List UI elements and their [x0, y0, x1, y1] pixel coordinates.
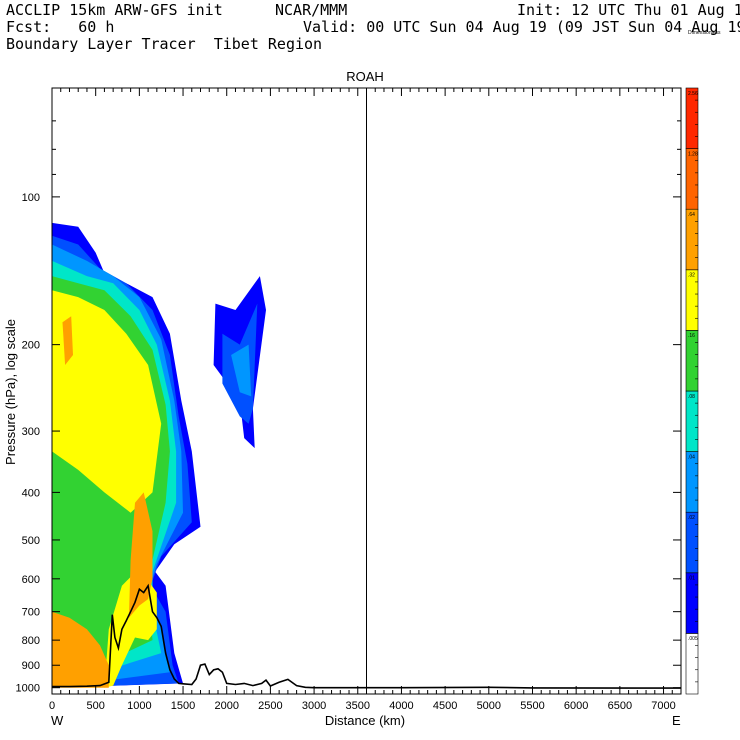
y-tick-label-300: 300 [22, 426, 40, 438]
colorbar-swatch-9 [685, 87, 699, 149]
colorbar-swatch-1 [685, 572, 699, 634]
y-tick-label-900: 900 [22, 660, 40, 672]
x-tick-label-4500: 4500 [433, 700, 457, 712]
colorbar-label-9: 2.56 [688, 91, 698, 97]
tracer-region-11 [128, 492, 153, 618]
x-axis-label: Distance (km) [325, 713, 405, 728]
colorbar-swatch-3 [685, 451, 699, 513]
colorbar-label-7: .64 [688, 212, 695, 218]
colorbar-label-0: .005 [688, 636, 698, 642]
tracer-region-12 [62, 316, 73, 365]
tracer-region-8 [52, 290, 162, 688]
x-tick-label-0: 0 [49, 700, 55, 712]
x-tick-label-1000: 1000 [127, 700, 151, 712]
colorbar-swatch-6 [685, 269, 699, 331]
tracer-region-10 [52, 611, 109, 688]
colorbar: .005 .01 .02 .04 .08 .16 .32 .64 1.28 2.56 Dimensi… [685, 30, 721, 695]
x-axis: 0 500 1000 1500 2000 2500 3000 3500 4000 4500 5000… [49, 88, 676, 712]
y-tick-label-200: 200 [22, 340, 40, 352]
y-axis: 100 200 300 400 500 600 700 800 900 1000 [16, 87, 681, 695]
colorbar-swatch-2 [685, 511, 699, 574]
x-tick-label-2000: 2000 [214, 700, 238, 712]
x-tick-label-6500: 6500 [608, 700, 632, 712]
colorbar-label-6: .32 [688, 273, 695, 279]
header-fcst: Fcst: 60 h [6, 18, 115, 36]
header-init: Init: 12 UTC Thu 01 Aug 19 [517, 1, 740, 19]
colorbar-label-8: 1.28 [688, 151, 698, 157]
colorbar-swatch-0 [685, 633, 699, 695]
y-axis-label: Pressure (hPa), log scale [3, 319, 18, 465]
x-tick-label-7000: 7000 [651, 700, 675, 712]
x-tick-label-2500: 2500 [258, 700, 282, 712]
header-field: Boundary Layer Tracer Tibet Region [6, 35, 323, 53]
chart-title: ROAH [346, 69, 384, 84]
x-tick-label-3500: 3500 [346, 700, 370, 712]
y-tick-label-1000: 1000 [16, 683, 40, 695]
tracer-regions [52, 222, 266, 688]
x-tick-label-4000: 4000 [389, 700, 413, 712]
x-tick-label-1500: 1500 [171, 700, 195, 712]
colorbar-swatch-8 [685, 148, 699, 210]
colorbar-swatch-7 [685, 208, 699, 271]
tracer-region-5 [231, 344, 252, 397]
colorbar-label-3: .04 [688, 454, 695, 460]
y-tick-label-100: 100 [22, 192, 40, 204]
x-tick-label-5000: 5000 [477, 700, 501, 712]
colorbar-label-1: .01 [688, 576, 695, 582]
colorbar-label-4: .08 [688, 394, 695, 400]
terrain-line [52, 583, 682, 689]
x-tick-label-6000: 6000 [564, 700, 588, 712]
colorbar-swatch-4 [685, 390, 699, 452]
y-tick-label-600: 600 [22, 574, 40, 586]
header-model: ACCLIP 15km ARW-GFS init [6, 1, 223, 19]
y-tick-label-500: 500 [22, 535, 40, 547]
x-end-label-east: E [672, 713, 681, 728]
header-org: NCAR/MMM [275, 1, 348, 19]
colorbar-label-5: .16 [688, 333, 695, 339]
y-tick-label-800: 800 [22, 635, 40, 647]
x-tick-label-3000: 3000 [302, 700, 326, 712]
y-tick-label-700: 700 [22, 607, 40, 619]
x-end-label-west: W [51, 713, 64, 728]
header-valid: Valid: 00 UTC Sun 04 Aug 19 (09 JST Sun … [303, 18, 740, 36]
colorbar-swatch-5 [685, 330, 699, 392]
y-tick-label-400: 400 [22, 487, 40, 499]
colorbar-label-10: Dimensionless [688, 30, 721, 36]
colorbar-label-2: .02 [688, 515, 695, 521]
x-tick-label-500: 500 [87, 700, 105, 712]
x-tick-label-5500: 5500 [520, 700, 544, 712]
